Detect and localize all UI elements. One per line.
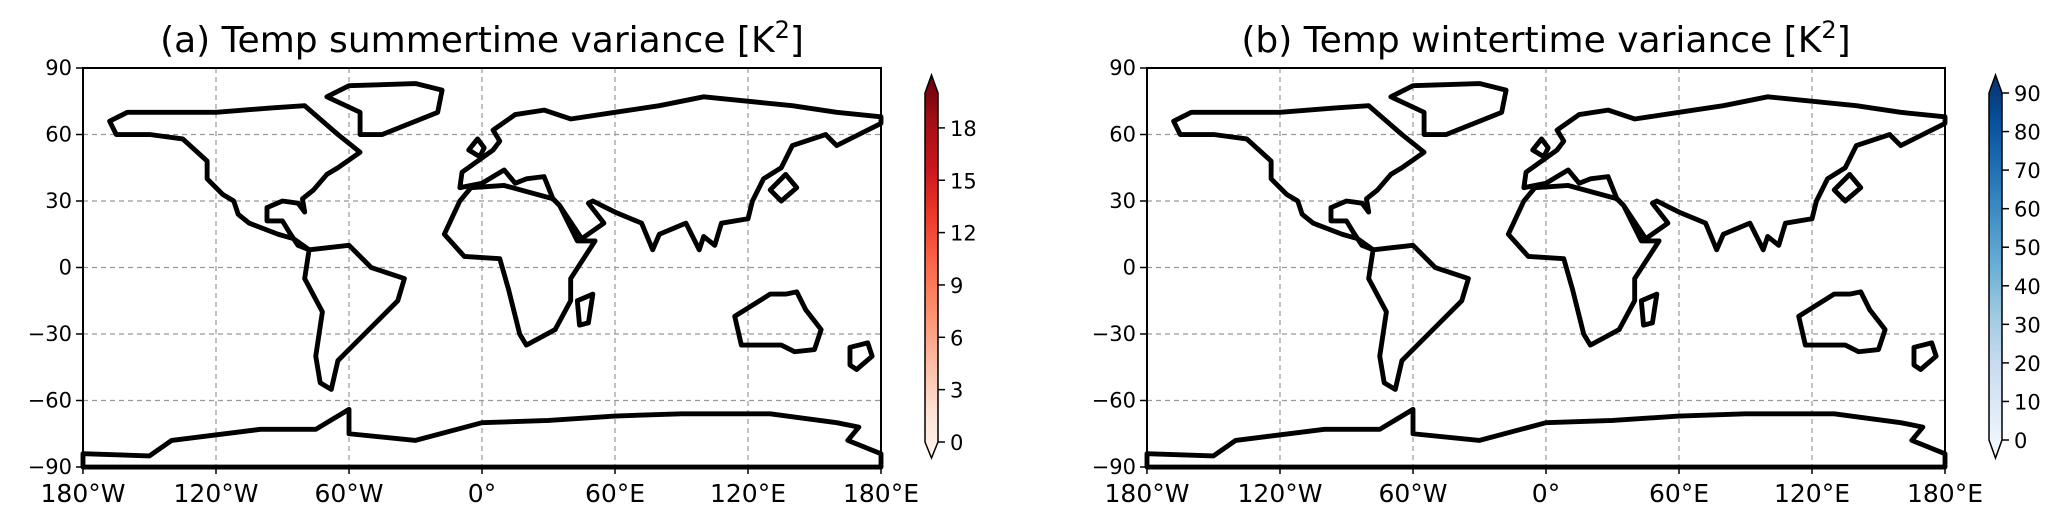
- panel-b-gridlines: [1147, 68, 1945, 467]
- panel-b-map[interactable]: [1147, 68, 1945, 467]
- colorbar-tick-label: 50: [2014, 236, 2041, 260]
- panel-a-gridlines: [83, 68, 881, 467]
- ytick-label: −30: [28, 322, 72, 346]
- colorbar-tick-label: 12: [950, 222, 977, 246]
- colorbar-tick-label: 3: [950, 379, 963, 403]
- xtick-label: 120°W: [174, 479, 259, 508]
- colorbar-tick-label: 30: [2014, 313, 2041, 337]
- xtick-label: 120°E: [710, 479, 786, 508]
- xtick-label: 120°E: [1774, 479, 1850, 508]
- xtick-label: 60°W: [314, 479, 383, 508]
- colorbar-tick-label: 20: [2014, 352, 2041, 376]
- ytick-label: −60: [1092, 389, 1136, 413]
- xtick-label: 60°E: [1649, 479, 1709, 508]
- panel-a-map[interactable]: [83, 68, 881, 467]
- xtick-label: 120°W: [1238, 479, 1323, 508]
- xtick-label: 0°: [1532, 479, 1560, 508]
- panel-b-colorbar: 0 10 20 30 40 50 60 70 80 90: [1988, 72, 2041, 461]
- ytick-label: 0: [1123, 256, 1136, 280]
- xtick-label: 180°E: [1907, 479, 1983, 508]
- ytick-label: −90: [28, 455, 72, 479]
- colorbar-tick-label: 40: [2014, 275, 2041, 299]
- panel-b-title: (b) Temp wintertime variance [K2]: [1241, 16, 1850, 61]
- panel-a-title: (a) Temp summertime variance [K2]: [160, 16, 804, 61]
- colorbar-tick-label: 70: [2014, 159, 2041, 183]
- xtick-label: 180°W: [41, 479, 126, 508]
- colorbar-tick-label: 18: [950, 117, 977, 141]
- ytick-label: 60: [45, 123, 72, 147]
- ytick-label: −60: [28, 389, 72, 413]
- xtick-label: 60°W: [1378, 479, 1447, 508]
- ytick-label: 90: [45, 56, 72, 80]
- panel-a-summertime: (a) Temp summertime variance [K2] 906030…: [28, 16, 977, 508]
- colorbar-tick-label: 9: [950, 274, 963, 298]
- ytick-label: −90: [1092, 455, 1136, 479]
- colorbar-tick-label: 90: [2014, 82, 2041, 106]
- xtick-label: 0°: [468, 479, 496, 508]
- colorbar-tick-label: 60: [2014, 198, 2041, 222]
- colorbar-tick-label: 0: [950, 431, 963, 455]
- xtick-label: 180°W: [1105, 479, 1190, 508]
- ytick-label: 90: [1109, 56, 1136, 80]
- panel-a-colorbar: 0 3 6 9 12 15 18: [924, 72, 977, 460]
- colorbar-tick-label: 10: [2014, 390, 2041, 414]
- colorbar-tick-label: 0: [2014, 429, 2027, 453]
- xtick-label: 180°E: [843, 479, 919, 508]
- colorbar-tick-label: 6: [950, 326, 963, 350]
- ytick-label: 60: [1109, 123, 1136, 147]
- ytick-label: 30: [1109, 189, 1136, 213]
- ytick-label: 30: [45, 189, 72, 213]
- ytick-label: −30: [1092, 322, 1136, 346]
- xtick-label: 60°E: [585, 479, 645, 508]
- ytick-label: 0: [59, 256, 72, 280]
- colorbar-tick-label: 15: [950, 169, 977, 193]
- colorbar-tick-label: 80: [2014, 121, 2041, 145]
- panel-b-wintertime: (b) Temp wintertime variance [K2] 90 60 30…: [1092, 16, 2041, 508]
